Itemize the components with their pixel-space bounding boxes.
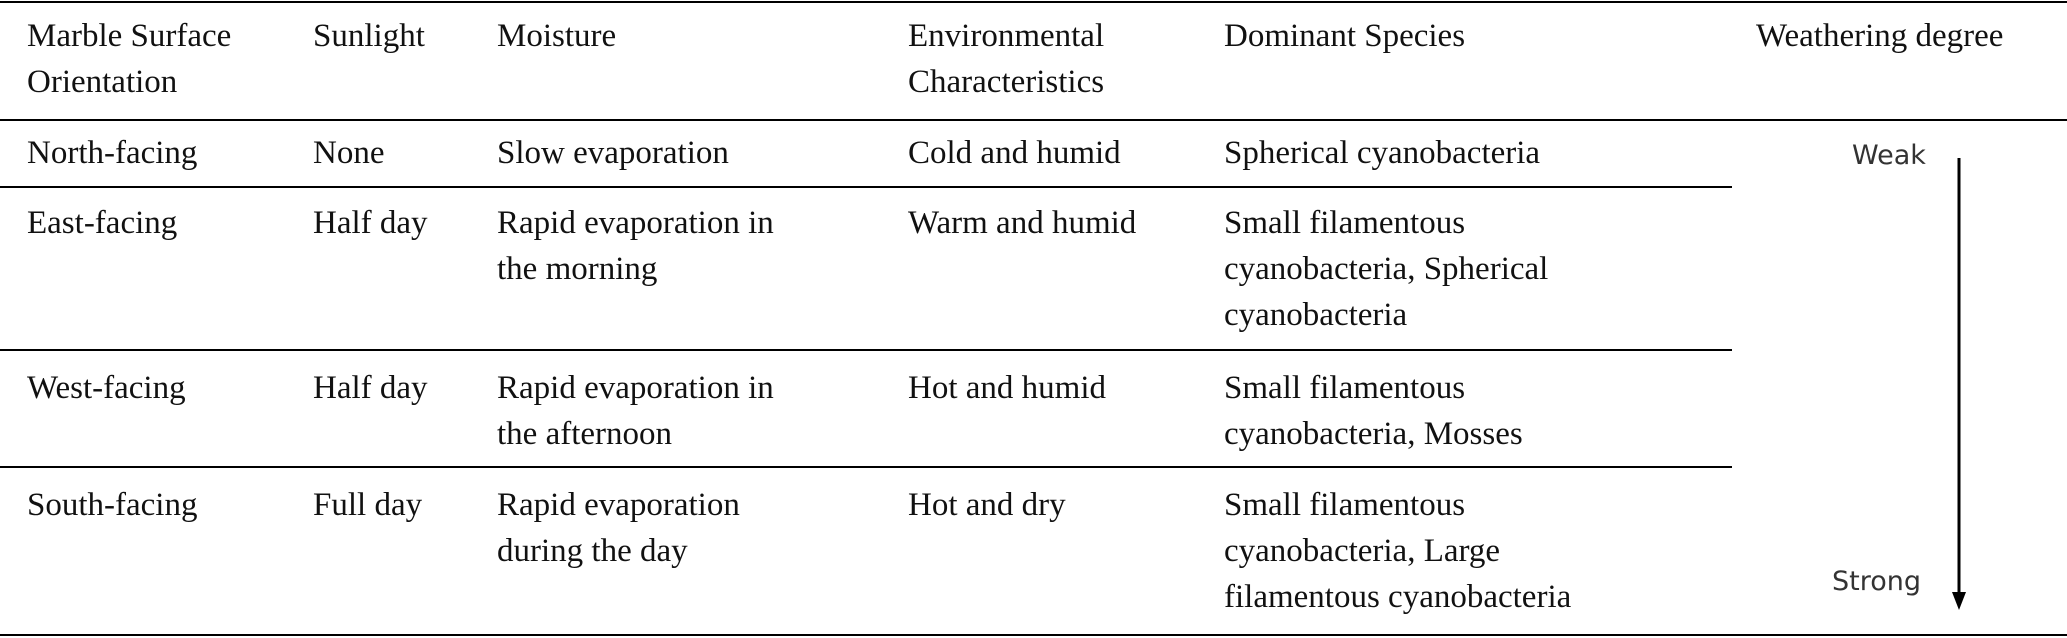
row-3-orientation: West-facing	[27, 365, 186, 411]
row-1-orientation: North-facing	[27, 130, 197, 176]
row-divider	[0, 349, 1732, 351]
weathering-strong-label: Strong	[1832, 566, 1922, 597]
row-4-sunlight: Full day	[313, 482, 422, 528]
row-1-moisture-line-1: Slow evaporation	[497, 135, 729, 171]
header-orientation-line-1: Marble Surface	[27, 18, 232, 54]
row-4-moisture: Rapid evaporation during the day	[497, 482, 740, 574]
row-4-species-line-1: Small filamentous	[1224, 487, 1466, 523]
row-3-sunlight-line-1: Half day	[313, 370, 428, 406]
header-species: Dominant Species	[1224, 13, 1465, 59]
header-species-line-1: Dominant Species	[1224, 18, 1466, 54]
row-1-sunlight: None	[313, 130, 384, 176]
table-bottom-rule	[0, 634, 2067, 636]
header-environment-line-1: Environmental	[908, 18, 1105, 54]
row-3-species-line-2: cyanobacteria, Mosses	[1224, 416, 1523, 452]
row-2-moisture-line-1: Rapid evaporation in	[497, 205, 774, 241]
table-top-rule	[0, 1, 2067, 3]
row-4-moisture-line-2: during the day	[497, 533, 688, 569]
header-environment-line-2: Characteristics	[908, 64, 1105, 100]
row-2-sunlight: Half day	[313, 200, 428, 246]
header-orientation: Marble Surface Orientation	[27, 13, 231, 105]
row-1-environment: Cold and humid	[908, 130, 1121, 176]
row-2-species-line-1: Small filamentous	[1224, 205, 1466, 241]
row-3-environment-line-1: Hot and humid	[908, 370, 1106, 406]
row-4-species-line-2: cyanobacteria, Large	[1224, 533, 1501, 569]
row-3-environment: Hot and humid	[908, 365, 1106, 411]
header-weathering-line-1: Weathering degree	[1756, 18, 2004, 54]
row-3-species-line-1: Small filamentous	[1224, 370, 1466, 406]
row-4-species-line-3: filamentous cyanobacteria	[1224, 579, 1572, 615]
header-sunlight-line-1: Sunlight	[313, 18, 425, 54]
row-2-moisture-line-2: the morning	[497, 251, 658, 287]
row-4-environment-line-1: Hot and dry	[908, 487, 1066, 523]
header-sunlight: Sunlight	[313, 13, 425, 59]
row-1-environment-line-1: Cold and humid	[908, 135, 1121, 171]
header-rule	[0, 119, 2067, 121]
header-moisture: Moisture	[497, 13, 616, 59]
row-3-moisture-line-1: Rapid evaporation in	[497, 370, 774, 406]
row-2-moisture: Rapid evaporation in the morning	[497, 200, 774, 292]
down-arrow-icon	[1952, 158, 1966, 610]
row-4-sunlight-line-1: Full day	[313, 487, 423, 523]
row-1-species: Spherical cyanobacteria	[1224, 130, 1540, 176]
row-1-species-line-1: Spherical cyanobacteria	[1224, 135, 1541, 171]
row-2-environment-line-1: Warm and humid	[908, 205, 1137, 241]
row-3-orientation-line-1: West-facing	[27, 370, 186, 406]
row-2-species-line-2: cyanobacteria, Spherical	[1224, 251, 1549, 287]
header-moisture-line-1: Moisture	[497, 18, 617, 54]
row-3-moisture: Rapid evaporation in the afternoon	[497, 365, 774, 457]
row-2-species-line-3: cyanobacteria	[1224, 297, 1408, 333]
row-2-orientation-line-1: East-facing	[27, 205, 178, 241]
row-2-sunlight-line-1: Half day	[313, 205, 428, 241]
weathering-weak-label: Weak	[1852, 140, 1926, 171]
row-1-moisture: Slow evaporation	[497, 130, 729, 176]
header-orientation-line-2: Orientation	[27, 64, 178, 100]
row-2-species: Small filamentous cyanobacteria, Spheric…	[1224, 200, 1548, 338]
row-divider	[0, 466, 1732, 468]
row-4-orientation-line-1: South-facing	[27, 487, 198, 523]
header-environment: Environmental Characteristics	[908, 13, 1104, 105]
row-1-orientation-line-1: North-facing	[27, 135, 198, 171]
row-4-orientation: South-facing	[27, 482, 197, 528]
row-2-orientation: East-facing	[27, 200, 177, 246]
row-3-moisture-line-2: the afternoon	[497, 416, 673, 452]
row-4-species: Small filamentous cyanobacteria, Large f…	[1224, 482, 1571, 620]
row-divider	[0, 186, 1732, 188]
row-1-sunlight-line-1: None	[313, 135, 385, 171]
header-weathering: Weathering degree	[1756, 13, 2003, 59]
row-3-species: Small filamentous cyanobacteria, Mosses	[1224, 365, 1523, 457]
row-3-sunlight: Half day	[313, 365, 428, 411]
row-4-moisture-line-1: Rapid evaporation	[497, 487, 740, 523]
row-4-environment: Hot and dry	[908, 482, 1066, 528]
row-2-environment: Warm and humid	[908, 200, 1136, 246]
